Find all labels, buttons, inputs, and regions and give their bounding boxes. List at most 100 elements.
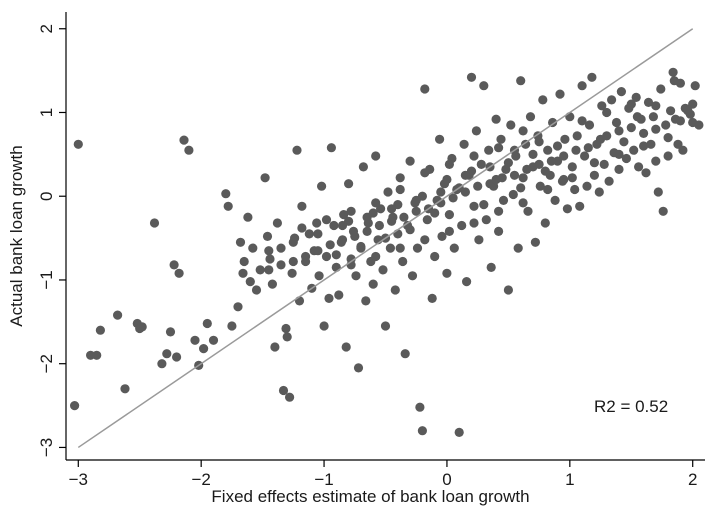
data-point (331, 250, 341, 260)
data-point (675, 116, 686, 126)
data-point (399, 212, 409, 222)
data-point (339, 210, 349, 220)
data-point (371, 151, 381, 161)
data-point (572, 131, 582, 141)
data-point (400, 349, 410, 359)
data-point (559, 151, 569, 161)
data-point (297, 223, 307, 233)
data-point (383, 187, 393, 197)
data-point (362, 226, 372, 236)
data-point (430, 251, 440, 262)
data-point (599, 159, 609, 169)
data-point (663, 151, 673, 161)
data-point (248, 243, 258, 253)
data-point (471, 126, 481, 136)
data-point (321, 215, 332, 225)
data-point (395, 173, 405, 183)
data-point (651, 101, 661, 111)
r2-annotation: R2 = 0.52 (594, 397, 668, 416)
data-point (169, 260, 179, 270)
data-point (466, 72, 477, 82)
data-point (614, 126, 624, 136)
data-point (430, 208, 440, 218)
data-point (95, 325, 105, 335)
data-point (420, 168, 430, 178)
data-point (427, 293, 437, 303)
data-point (658, 206, 668, 216)
data-point (661, 120, 671, 130)
data-point (565, 112, 575, 122)
data-point (415, 402, 425, 412)
data-point (646, 139, 656, 149)
data-point (371, 198, 381, 208)
data-point (346, 206, 356, 216)
data-point (70, 401, 80, 411)
data-point (387, 216, 397, 226)
data-point (582, 181, 592, 191)
y-tick-label: −1 (37, 270, 56, 289)
data-point (690, 81, 700, 91)
data-point (498, 195, 509, 205)
data-point (157, 359, 167, 369)
data-point (567, 162, 577, 172)
data-point (285, 392, 295, 402)
data-point (227, 321, 237, 331)
x-tick-label: 0 (442, 470, 451, 489)
data-point (639, 128, 649, 138)
data-point (555, 89, 565, 99)
data-point (270, 342, 280, 352)
data-point (337, 235, 348, 245)
data-point (486, 262, 496, 272)
y-axis-title: Actual bank loan growth (7, 145, 26, 326)
data-point (562, 204, 573, 214)
data-point (319, 321, 329, 331)
data-point (508, 189, 518, 200)
x-tick-label: −2 (191, 470, 210, 489)
data-point (459, 139, 469, 149)
data-point (678, 145, 688, 155)
data-point (260, 173, 270, 183)
data-point (528, 149, 538, 159)
data-point (669, 76, 679, 86)
data-point (411, 195, 421, 205)
data-point (595, 134, 606, 144)
x-tick-label: −1 (314, 470, 333, 489)
data-point (398, 256, 408, 267)
data-point (513, 243, 523, 253)
data-point (534, 159, 544, 169)
data-point (602, 107, 612, 118)
data-point (313, 229, 323, 239)
data-point (597, 101, 607, 111)
data-point (632, 112, 643, 122)
data-point (436, 198, 446, 208)
data-point (639, 141, 649, 151)
data-point (518, 126, 528, 136)
data-point (420, 84, 430, 94)
data-point (324, 293, 334, 303)
data-point (584, 120, 595, 130)
data-point (304, 229, 314, 239)
data-point (395, 184, 405, 195)
data-point (540, 218, 550, 228)
data-point (570, 184, 580, 195)
data-point (287, 268, 297, 278)
data-point (312, 218, 322, 228)
data-point (288, 237, 298, 247)
data-point (521, 139, 531, 149)
x-tick-label: 2 (688, 470, 697, 489)
data-point (179, 135, 189, 145)
data-point (484, 145, 494, 155)
data-point (525, 112, 536, 122)
data-point (560, 134, 570, 144)
data-point (356, 241, 366, 252)
data-point (604, 176, 614, 186)
data-point (264, 246, 274, 256)
data-point (518, 198, 528, 208)
data-point (643, 97, 654, 107)
data-point (631, 92, 641, 102)
data-point (276, 260, 286, 270)
data-point (326, 143, 336, 153)
data-point (221, 189, 231, 199)
data-point (278, 385, 289, 396)
